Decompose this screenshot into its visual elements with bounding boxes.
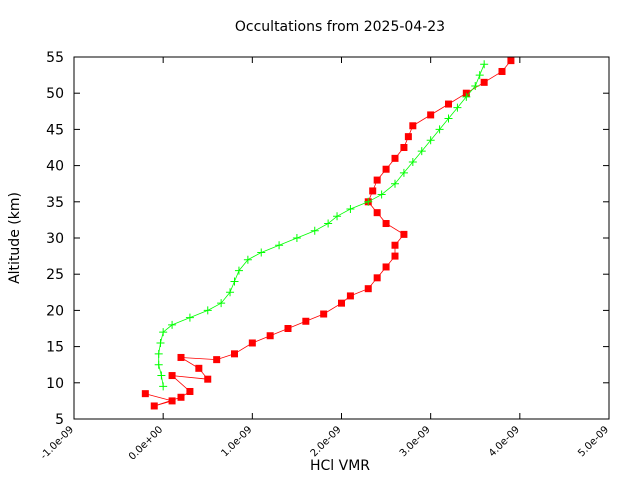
series-1-point-5	[159, 328, 168, 337]
series-0-point-11	[248, 339, 256, 347]
series-1-point-16	[292, 234, 301, 242]
series-0-point-38	[498, 67, 506, 75]
series-0-point-27	[369, 187, 377, 195]
series-1-point-22	[377, 190, 386, 199]
series-1-point-12	[234, 266, 243, 275]
series-1-point-13	[243, 255, 252, 264]
series-0-point-17	[346, 292, 354, 300]
series-1-point-3	[154, 349, 163, 358]
series-1-point-25	[408, 157, 417, 166]
series-0-point-24	[382, 220, 390, 228]
series-0-point-8	[177, 353, 185, 361]
series-1-point-34	[480, 60, 489, 69]
series-1-point-1	[157, 371, 166, 380]
series-0-point-21	[391, 252, 399, 260]
series-1-point-19	[333, 212, 342, 221]
chart-title: Occultations from 2025-04-23	[235, 19, 445, 35]
series-1-point-2	[154, 360, 163, 369]
y-tick-label: 5	[55, 412, 64, 428]
y-tick-label: 30	[46, 231, 64, 247]
series-0-line	[145, 60, 512, 407]
series-1-point-15	[275, 241, 284, 250]
series-0-point-29	[382, 165, 390, 173]
data-layer	[141, 57, 515, 410]
series-1-point-24	[399, 168, 408, 177]
series-1-point-6	[168, 320, 177, 329]
series-1-point-26	[417, 147, 426, 156]
series-0-point-23	[400, 230, 408, 238]
series-1-point-9	[217, 299, 226, 308]
series-1-point-4	[156, 338, 165, 347]
series-1-point-30	[453, 103, 462, 112]
series-0-point-14	[302, 317, 310, 325]
y-axis-label: Altitude (km)	[7, 192, 23, 284]
plot-frame	[73, 56, 610, 420]
series-0-point-5	[168, 372, 176, 380]
series-0-point-35	[445, 100, 452, 108]
series-0-point-20	[382, 263, 390, 271]
series-0-point-31	[400, 144, 408, 151]
series-0-point-19	[373, 274, 381, 282]
y-tick-label: 35	[46, 195, 64, 211]
series-1-point-29	[444, 114, 453, 123]
x-axis-label: HCl VMR	[310, 458, 370, 474]
series-1-point-32	[471, 81, 480, 90]
series-0-point-32	[404, 133, 412, 141]
series-1-point-0	[159, 382, 168, 391]
y-tick-label: 45	[46, 122, 64, 138]
series-0-point-18	[364, 285, 372, 293]
series-0-point-2	[150, 402, 158, 410]
series-0-point-3	[177, 393, 185, 401]
series-0-point-16	[338, 299, 345, 307]
series-0-point-33	[409, 122, 417, 130]
series-1-point-20	[346, 205, 355, 214]
series-0-point-12	[266, 332, 274, 340]
series-0-point-25	[373, 209, 381, 217]
series-1-point-7	[185, 313, 194, 322]
y-tick-label: 55	[46, 50, 64, 66]
series-1-point-17	[310, 226, 319, 235]
y-tick-label: 40	[46, 159, 64, 175]
series-0-point-4	[186, 387, 194, 395]
y-tick-label: 15	[46, 340, 64, 356]
series-0-point-30	[391, 154, 399, 162]
series-1-point-27	[426, 136, 435, 145]
series-1-point-18	[324, 219, 333, 228]
series-1-point-23	[391, 179, 399, 188]
series-1-point-10	[226, 288, 235, 297]
series-0-point-13	[284, 325, 292, 332]
series-1-point-8	[203, 306, 212, 315]
series-0-point-37	[480, 78, 488, 86]
y-tick-label: 10	[46, 376, 64, 392]
y-tick-label: 20	[46, 303, 64, 319]
series-1-point-33	[475, 71, 484, 80]
series-1-point-11	[230, 277, 239, 286]
series-1-point-28	[435, 125, 444, 134]
series-0-point-15	[320, 310, 328, 318]
series-0-point-22	[391, 241, 399, 249]
y-tick-label: 50	[46, 86, 64, 102]
series-0-point-0	[141, 390, 149, 398]
series-0-point-10	[231, 350, 238, 358]
y-tick-label: 25	[46, 267, 64, 283]
series-0-point-7	[195, 364, 203, 372]
series-0-point-28	[373, 176, 381, 184]
series-0-point-39	[507, 57, 515, 65]
series-1-point-21	[364, 197, 373, 206]
series-1-point-14	[257, 248, 266, 257]
series-0-point-9	[213, 356, 221, 364]
series-0-point-34	[427, 111, 435, 119]
series-0-point-6	[204, 375, 212, 383]
series-1-point-31	[462, 92, 471, 101]
series-0-point-1	[168, 397, 176, 405]
